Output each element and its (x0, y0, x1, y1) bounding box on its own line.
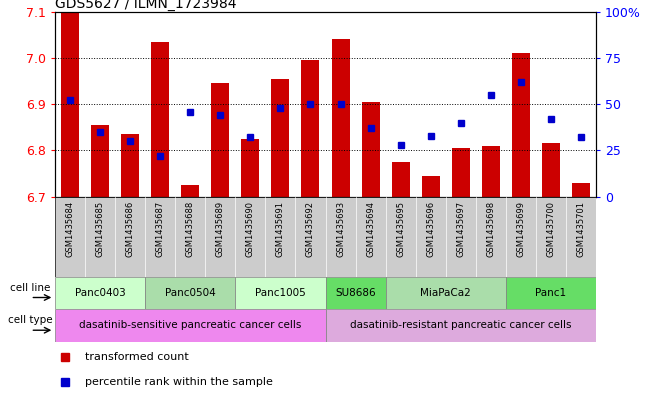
Text: Panc0504: Panc0504 (165, 288, 215, 298)
Text: dasatinib-sensitive pancreatic cancer cells: dasatinib-sensitive pancreatic cancer ce… (79, 320, 301, 330)
Bar (572, 183, 590, 196)
Bar (422, 176, 439, 196)
Text: GSM1435686: GSM1435686 (126, 200, 135, 257)
Bar (331, 40, 350, 197)
Bar (506, 277, 596, 309)
Bar (301, 60, 320, 196)
Text: GSM1435695: GSM1435695 (396, 200, 405, 257)
Text: GSM1435684: GSM1435684 (66, 200, 75, 257)
Text: GSM1435694: GSM1435694 (366, 200, 375, 257)
Text: GDS5627 / ILMN_1723984: GDS5627 / ILMN_1723984 (55, 0, 237, 11)
Bar (385, 277, 506, 309)
Text: Panc1: Panc1 (535, 288, 566, 298)
Bar (152, 42, 169, 196)
Bar (61, 12, 79, 196)
Bar (145, 277, 236, 309)
Text: GSM1435696: GSM1435696 (426, 200, 435, 257)
Text: GSM1435697: GSM1435697 (456, 200, 465, 257)
Text: GSM1435692: GSM1435692 (306, 200, 315, 257)
Text: GSM1435688: GSM1435688 (186, 200, 195, 257)
Text: dasatinib-resistant pancreatic cancer cells: dasatinib-resistant pancreatic cancer ce… (350, 320, 572, 330)
Text: cell line: cell line (10, 283, 51, 293)
Text: GSM1435691: GSM1435691 (276, 200, 285, 257)
Text: GSM1435693: GSM1435693 (336, 200, 345, 257)
Bar (242, 139, 260, 196)
Bar (452, 148, 469, 196)
Bar (326, 309, 596, 342)
Bar (212, 83, 229, 196)
Text: Panc0403: Panc0403 (75, 288, 126, 298)
Bar (361, 102, 380, 196)
Bar (542, 143, 560, 196)
Text: cell type: cell type (8, 315, 53, 325)
Bar (55, 309, 325, 342)
Bar (182, 185, 199, 196)
Text: GSM1435699: GSM1435699 (516, 200, 525, 257)
Text: MiaPaCa2: MiaPaCa2 (420, 288, 471, 298)
Bar (121, 134, 139, 196)
Bar (512, 53, 530, 196)
Text: GSM1435698: GSM1435698 (486, 200, 495, 257)
Text: GSM1435690: GSM1435690 (246, 200, 255, 257)
Bar (482, 146, 499, 196)
Bar (91, 125, 109, 196)
Bar (391, 162, 409, 196)
Text: percentile rank within the sample: percentile rank within the sample (85, 377, 273, 387)
Text: GSM1435700: GSM1435700 (546, 200, 555, 257)
Bar (236, 277, 326, 309)
Text: GSM1435687: GSM1435687 (156, 200, 165, 257)
Text: GSM1435689: GSM1435689 (216, 200, 225, 257)
Text: GSM1435685: GSM1435685 (96, 200, 105, 257)
Text: transformed count: transformed count (85, 352, 188, 362)
Bar (326, 277, 385, 309)
Text: GSM1435701: GSM1435701 (576, 200, 585, 257)
Bar (55, 277, 145, 309)
Text: SU8686: SU8686 (335, 288, 376, 298)
Bar (271, 79, 290, 196)
Text: Panc1005: Panc1005 (255, 288, 306, 298)
